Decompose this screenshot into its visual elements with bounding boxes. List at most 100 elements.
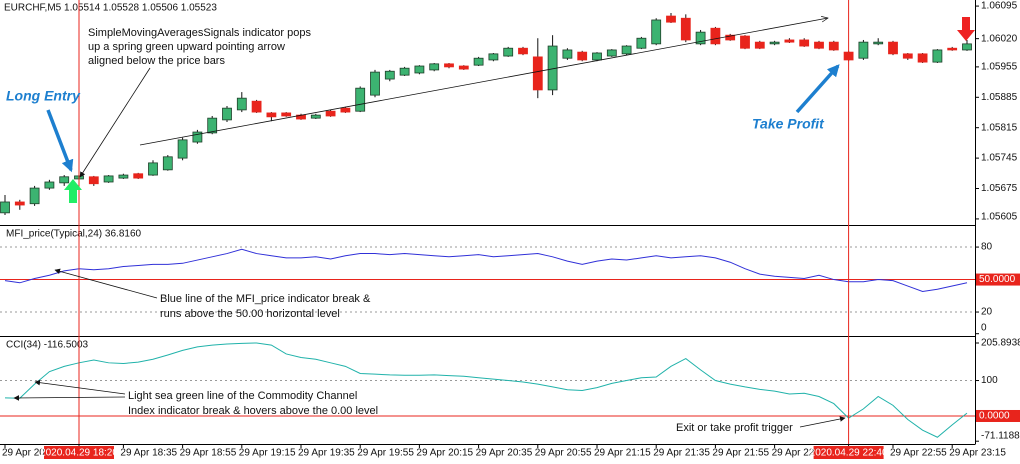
candle-body	[44, 181, 55, 189]
pointer	[54, 268, 158, 299]
candle-body	[118, 174, 129, 179]
candle-body	[14, 201, 25, 206]
annotation: Long Entry	[6, 88, 81, 104]
level-label-box	[976, 409, 1020, 422]
candle-body	[236, 97, 247, 111]
y-tick-label: 1.05675	[981, 183, 1018, 194]
candle-body	[858, 41, 869, 59]
annotations: SimpleMovingAveragesSignals indicator po…	[6, 17, 975, 434]
candle-body	[88, 176, 99, 185]
x-tick-label: 29 Apr 18:55	[180, 448, 237, 459]
pointer	[34, 379, 126, 395]
candle-body	[414, 65, 425, 74]
x-tick-label: 29 Apr 22	[772, 448, 815, 459]
x-tick-label: 29 Apr 19:55	[357, 448, 414, 459]
candle-body	[340, 107, 351, 113]
candle-body	[621, 45, 632, 55]
buy-signal-arrow	[64, 179, 82, 203]
annotation: up a spring green upward pointing arrow	[88, 41, 285, 53]
x-tick-label: 29 Apr 21:15	[594, 448, 651, 459]
candle-body	[162, 156, 173, 171]
annotation: Light sea green line of the Commodity Ch…	[128, 390, 357, 402]
annotation: Exit or take profit trigger	[676, 422, 793, 434]
candle-body	[192, 131, 203, 143]
candle-body	[503, 47, 514, 57]
candle-body	[325, 110, 336, 117]
panel-title: MFI_price(Typical,24) 36.8160	[6, 229, 142, 240]
candle-body	[680, 17, 691, 41]
pointer	[13, 395, 126, 401]
x-tick-label: 29 Apr 23:15	[949, 448, 1006, 459]
candle-body	[370, 71, 380, 96]
trend-line	[139, 18, 828, 146]
candle-body	[518, 47, 528, 55]
x-tick-label: 29 Apr 21:55	[712, 448, 769, 459]
y-tick-label: 1.05955	[981, 62, 1018, 73]
candle-body	[814, 41, 824, 49]
candle-body	[784, 39, 795, 43]
candle-body	[710, 27, 721, 45]
candle-body	[651, 19, 662, 45]
candle-body	[962, 43, 972, 51]
x-tick-label: 29 Apr 20:35	[476, 448, 533, 459]
x-tick-label: 29 Apr 22:55	[890, 448, 947, 459]
candle-body	[799, 39, 810, 47]
candle-body	[281, 112, 292, 117]
level-label: 0.0000	[979, 411, 1010, 422]
candle-body	[488, 53, 499, 61]
candle-body	[754, 41, 765, 49]
level-label-box	[976, 273, 1020, 286]
candle-body	[444, 63, 454, 68]
candle-body	[266, 112, 277, 118]
candle-body	[873, 41, 884, 45]
candle-body	[725, 34, 736, 41]
candle-body	[133, 173, 144, 179]
pointer	[79, 67, 151, 178]
panel-frame	[0, 0, 976, 445]
candle-body	[888, 41, 898, 55]
candle-body	[577, 51, 588, 61]
annotation: Take Profit	[752, 116, 825, 132]
candle-body	[29, 187, 40, 205]
x-tick-label: 2020.04.29 18:20	[40, 448, 118, 459]
candle-body	[0, 201, 10, 214]
x-tick-label: 29 Apr 20:15	[416, 448, 473, 459]
candle-body	[355, 87, 366, 112]
y-tick-label: 100	[981, 375, 998, 386]
annotation: Blue line of the MFI_price indicator bre…	[160, 293, 371, 305]
pointer	[799, 416, 846, 428]
time-marker-box	[813, 446, 884, 459]
level-label: 50.0000	[979, 274, 1016, 285]
candle-body	[207, 117, 218, 134]
candle-body	[666, 15, 676, 23]
panel-title: CCI(34) -116.5003	[6, 340, 89, 351]
candle-body	[917, 53, 928, 63]
candle-body	[769, 41, 780, 45]
panel-title: EURCHF,M5 1.05514 1.05528 1.05506 1.0552…	[4, 3, 217, 14]
x-tick-label: 2020.04.29 22:40	[810, 448, 888, 459]
candle-body	[902, 53, 913, 59]
annotation: SimpleMovingAveragesSignals indicator po…	[88, 27, 311, 39]
time-marker-box	[44, 446, 114, 459]
candle-body	[222, 107, 232, 121]
sell-signal-arrow	[957, 17, 975, 41]
candle-body	[473, 57, 484, 66]
y-tick-label: 0	[981, 323, 987, 334]
candle-body	[592, 52, 602, 61]
y-tick-label: 1.06095	[981, 1, 1018, 12]
candle-body	[177, 139, 188, 159]
annotation: Index indicator break & hovers above the…	[128, 405, 378, 417]
indicator-line	[4, 342, 968, 438]
candle-body	[695, 31, 706, 45]
y-tick-label: 205.8938	[981, 338, 1020, 349]
candle-body	[740, 35, 750, 49]
candle-body	[103, 175, 114, 183]
annotation: runs above the 50.00 horizontal level	[160, 308, 340, 320]
candle-body	[429, 63, 440, 71]
candle-body	[384, 70, 395, 80]
candle-body	[458, 65, 469, 70]
candle-body	[399, 67, 410, 76]
